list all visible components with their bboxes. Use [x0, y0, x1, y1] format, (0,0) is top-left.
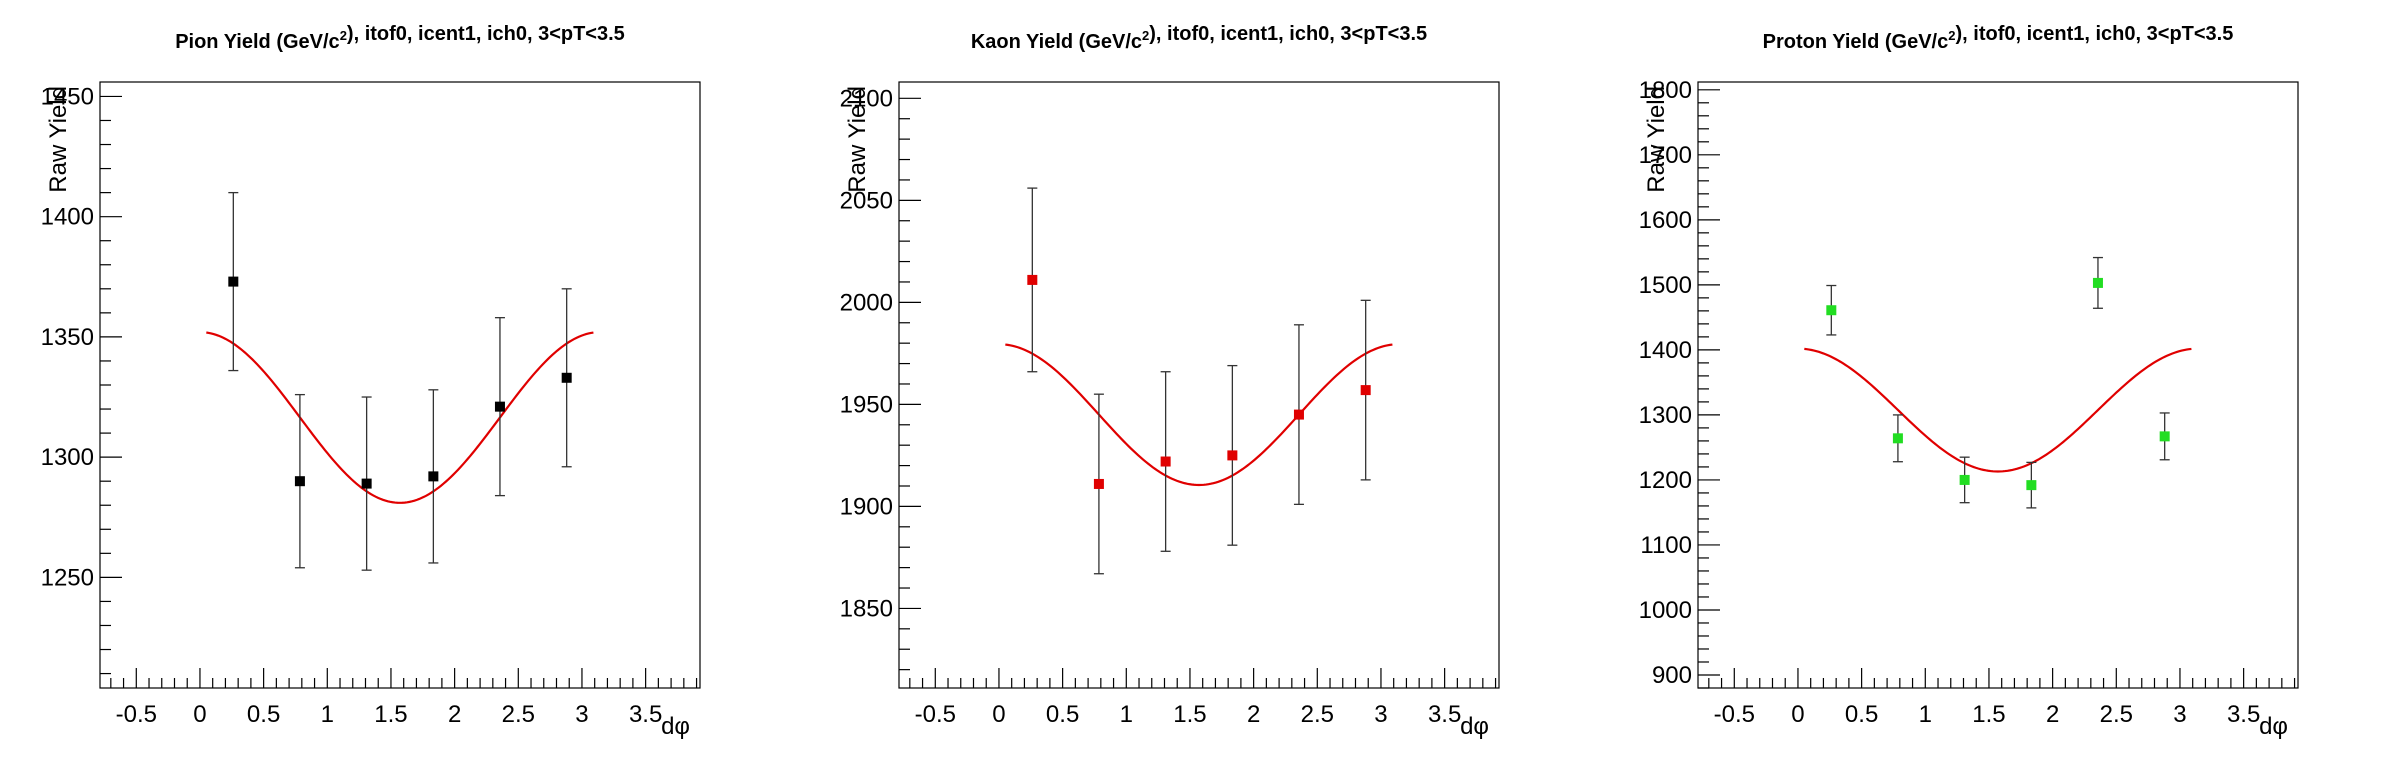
x-tick-label: 2.5 — [1301, 701, 1334, 728]
x-tick-label: 2 — [448, 701, 461, 728]
y-tick-label: 1200 — [1639, 467, 1692, 494]
data-point-marker — [1227, 450, 1238, 461]
data-point-marker — [1093, 478, 1104, 489]
data-points — [1027, 187, 1371, 575]
x-tick-label: 0.5 — [1845, 701, 1878, 728]
x-tick-label: 1.5 — [1972, 701, 2005, 728]
y-tick-label: 1850 — [840, 595, 893, 622]
y-tick-label: 2050 — [840, 187, 893, 214]
data-point-marker — [1892, 433, 1903, 444]
x-tick-label: 1 — [321, 701, 334, 728]
y-tick-label: 1400 — [41, 204, 94, 231]
chart-title: Pion Yield (GeV/c2), itof0, icent1, ich0… — [175, 23, 625, 53]
pion-yield-chart: Pion Yield (GeV/c2), itof0, icent1, ich0… — [41, 23, 701, 740]
x-tick-label: 0.5 — [1046, 701, 1079, 728]
data-point-marker — [2092, 277, 2103, 288]
x-tick-label: 3.5 — [2227, 701, 2260, 728]
fit-curve — [1804, 347, 2192, 473]
x-tick-label: 2 — [1247, 701, 1260, 728]
y-axis: 900 1000 1100 1200 1300 1400 1500 1600 1700 1800 — [1639, 77, 1720, 689]
data-point-marker — [561, 372, 572, 383]
x-tick-label: 0 — [992, 701, 1005, 728]
proton-yield-panel: Proton Yield (GeV/c2), itof0, icent1, ic… — [1598, 0, 2396, 772]
plot-frame — [898, 81, 1500, 689]
x-tick-label: -0.5 — [1714, 701, 1755, 728]
y-tick-label: 1800 — [1639, 77, 1692, 104]
kaon-yield-chart: Kaon Yield (GeV/c2), itof0, icent1, ich0… — [840, 23, 1500, 740]
plot-frame — [99, 81, 701, 689]
y-tick-label: 1450 — [41, 83, 94, 110]
y-axis-title: Raw Yield — [45, 86, 72, 193]
fit-curve — [206, 331, 594, 504]
y-axis: 1850 1900 1950 2000 2050 2100 — [840, 85, 921, 671]
x-tick-label: 3 — [575, 701, 588, 728]
y-tick-label: 1400 — [1639, 337, 1692, 364]
x-axis-title: dφ — [661, 713, 690, 740]
y-axis-title: Raw Yield — [844, 86, 871, 193]
data-point-marker — [1826, 305, 1837, 316]
data-points — [228, 191, 572, 571]
x-tick-label: -0.5 — [915, 701, 956, 728]
x-tick-label: 1 — [1120, 701, 1133, 728]
x-tick-label: 0 — [193, 701, 206, 728]
data-point-marker — [1293, 409, 1304, 420]
chart-title: Kaon Yield (GeV/c2), itof0, icent1, ich0… — [971, 23, 1427, 53]
data-point-marker — [361, 478, 372, 489]
data-point-marker — [1027, 274, 1038, 285]
y-tick-label: 1900 — [840, 493, 893, 520]
y-tick-label: 1350 — [41, 324, 94, 351]
y-tick-label: 2000 — [840, 289, 893, 316]
y-tick-label: 1700 — [1639, 142, 1692, 169]
y-axis-title: Raw Yield — [1643, 86, 1670, 193]
data-point-marker — [494, 401, 505, 412]
x-tick-label: 0 — [1791, 701, 1804, 728]
y-tick-label: 900 — [1652, 662, 1692, 689]
x-tick-label: 0.5 — [247, 701, 280, 728]
x-tick-label: 3.5 — [629, 701, 662, 728]
x-tick-label: 2.5 — [502, 701, 535, 728]
pion-yield-panel: Pion Yield (GeV/c2), itof0, icent1, ich0… — [0, 0, 798, 772]
data-point-marker — [1959, 474, 1970, 485]
x-tick-label: 2 — [2046, 701, 2059, 728]
x-axis: -0.5 0 0.5 1 1.5 2 2.5 3 3.5 — [909, 668, 1497, 728]
y-tick-label: 2100 — [840, 85, 893, 112]
x-tick-label: 1.5 — [374, 701, 407, 728]
y-tick-label: 1950 — [840, 391, 893, 418]
x-axis: -0.5 0 0.5 1 1.5 2 2.5 3 3.5 — [110, 668, 698, 728]
data-point-marker — [1360, 385, 1371, 396]
x-axis-title: dφ — [2259, 713, 2288, 740]
data-point-marker — [2159, 431, 2170, 442]
data-point-marker — [2026, 480, 2037, 491]
data-point-marker — [1160, 456, 1171, 467]
x-axis-title: dφ — [1460, 713, 1489, 740]
x-tick-label: 1 — [1919, 701, 1932, 728]
x-tick-label: -0.5 — [116, 701, 157, 728]
x-tick-label: 3 — [2173, 701, 2186, 728]
x-tick-label: 1.5 — [1173, 701, 1206, 728]
x-tick-label: 3 — [1374, 701, 1387, 728]
x-tick-label: 2.5 — [2100, 701, 2133, 728]
data-point-marker — [228, 276, 239, 287]
data-points — [1826, 256, 2170, 509]
y-axis: 1250 1300 1350 1400 1450 — [41, 83, 122, 675]
proton-yield-chart: Proton Yield (GeV/c2), itof0, icent1, ic… — [1639, 23, 2299, 740]
y-tick-label: 1250 — [41, 564, 94, 591]
y-tick-label: 1600 — [1639, 207, 1692, 234]
y-tick-label: 1000 — [1639, 597, 1692, 624]
y-tick-label: 1300 — [41, 444, 94, 471]
data-point-marker — [294, 476, 305, 487]
data-point-marker — [428, 471, 439, 482]
kaon-yield-panel: Kaon Yield (GeV/c2), itof0, icent1, ich0… — [799, 0, 1597, 772]
y-tick-label: 1500 — [1639, 272, 1692, 299]
x-tick-label: 3.5 — [1428, 701, 1461, 728]
plot-frame — [1697, 81, 2299, 689]
fit-curve — [1005, 343, 1393, 487]
chart-title: Proton Yield (GeV/c2), itof0, icent1, ic… — [1763, 23, 2234, 53]
y-tick-label: 1300 — [1639, 402, 1692, 429]
y-tick-label: 1100 — [1640, 532, 1692, 559]
x-axis: -0.5 0 0.5 1 1.5 2 2.5 3 3.5 — [1708, 668, 2296, 728]
